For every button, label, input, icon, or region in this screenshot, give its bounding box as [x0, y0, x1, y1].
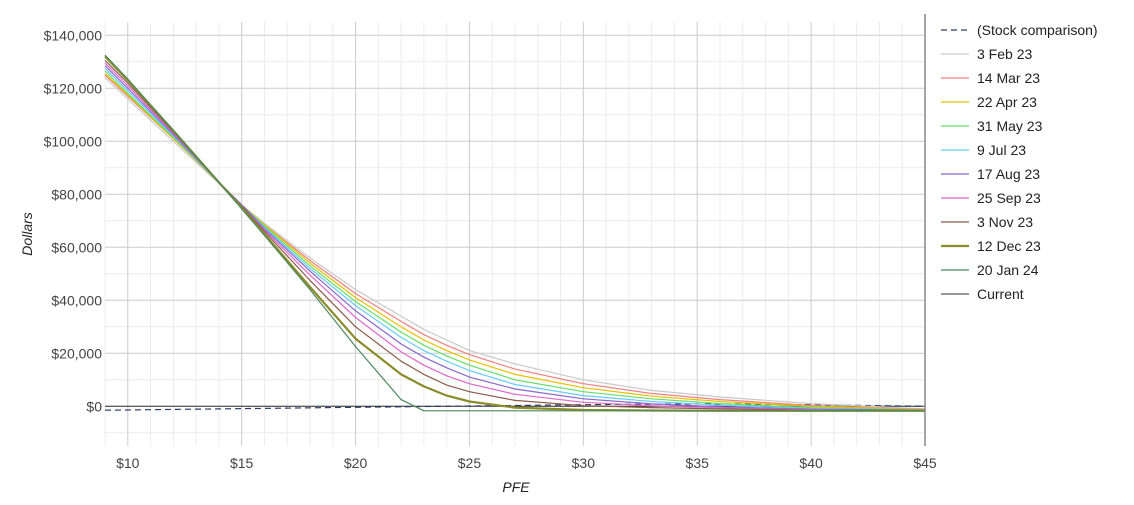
legend-label: 9 Jul 23: [977, 142, 1026, 158]
x-tick-label: $15: [230, 455, 254, 471]
legend-label: 22 Apr 23: [977, 94, 1037, 110]
legend-label: Current: [977, 286, 1024, 302]
y-tick-label: $140,000: [44, 27, 103, 43]
x-tick-label: $25: [458, 455, 482, 471]
legend-label: 3 Nov 23: [977, 214, 1033, 230]
x-tick-label: $40: [799, 455, 823, 471]
y-tick-label: $40,000: [51, 292, 102, 308]
series-layer: [104, 54, 926, 412]
x-axis-title: PFE: [502, 479, 530, 495]
y-tick-label: $0: [86, 398, 102, 414]
legend-label: 20 Jan 24: [977, 262, 1039, 278]
y-tick-label: $80,000: [51, 186, 102, 202]
series-line: [104, 54, 925, 412]
x-tick-label: $10: [116, 455, 140, 471]
axes: $10 $15 $20 $25 $30 $35 $40 $45 $0 $20,000 $40,000…: [44, 14, 937, 471]
x-tick-label: $35: [686, 455, 710, 471]
legend-label: 17 Aug 23: [977, 166, 1040, 182]
y-tick-label: $100,000: [44, 133, 103, 149]
y-tick-label: $20,000: [51, 345, 102, 361]
y-tick-label: $60,000: [51, 239, 102, 255]
legend: (Stock comparison) 3 Feb 23 14 Mar 23 22 Ap…: [941, 22, 1098, 302]
y-tick-label: $120,000: [44, 80, 103, 96]
grid: [104, 22, 926, 446]
y-axis-title: Dollars: [19, 212, 35, 256]
legend-label: 31 May 23: [977, 118, 1043, 134]
x-tick-label: $45: [913, 455, 937, 471]
x-tick-label: $20: [344, 455, 368, 471]
legend-label: 12 Dec 23: [977, 238, 1041, 254]
legend-label: 25 Sep 23: [977, 190, 1041, 206]
legend-label: (Stock comparison): [977, 22, 1098, 38]
legend-label: 3 Feb 23: [977, 46, 1032, 62]
x-tick-label: $30: [572, 455, 596, 471]
series-line: [104, 77, 926, 410]
legend-label: 14 Mar 23: [977, 70, 1040, 86]
